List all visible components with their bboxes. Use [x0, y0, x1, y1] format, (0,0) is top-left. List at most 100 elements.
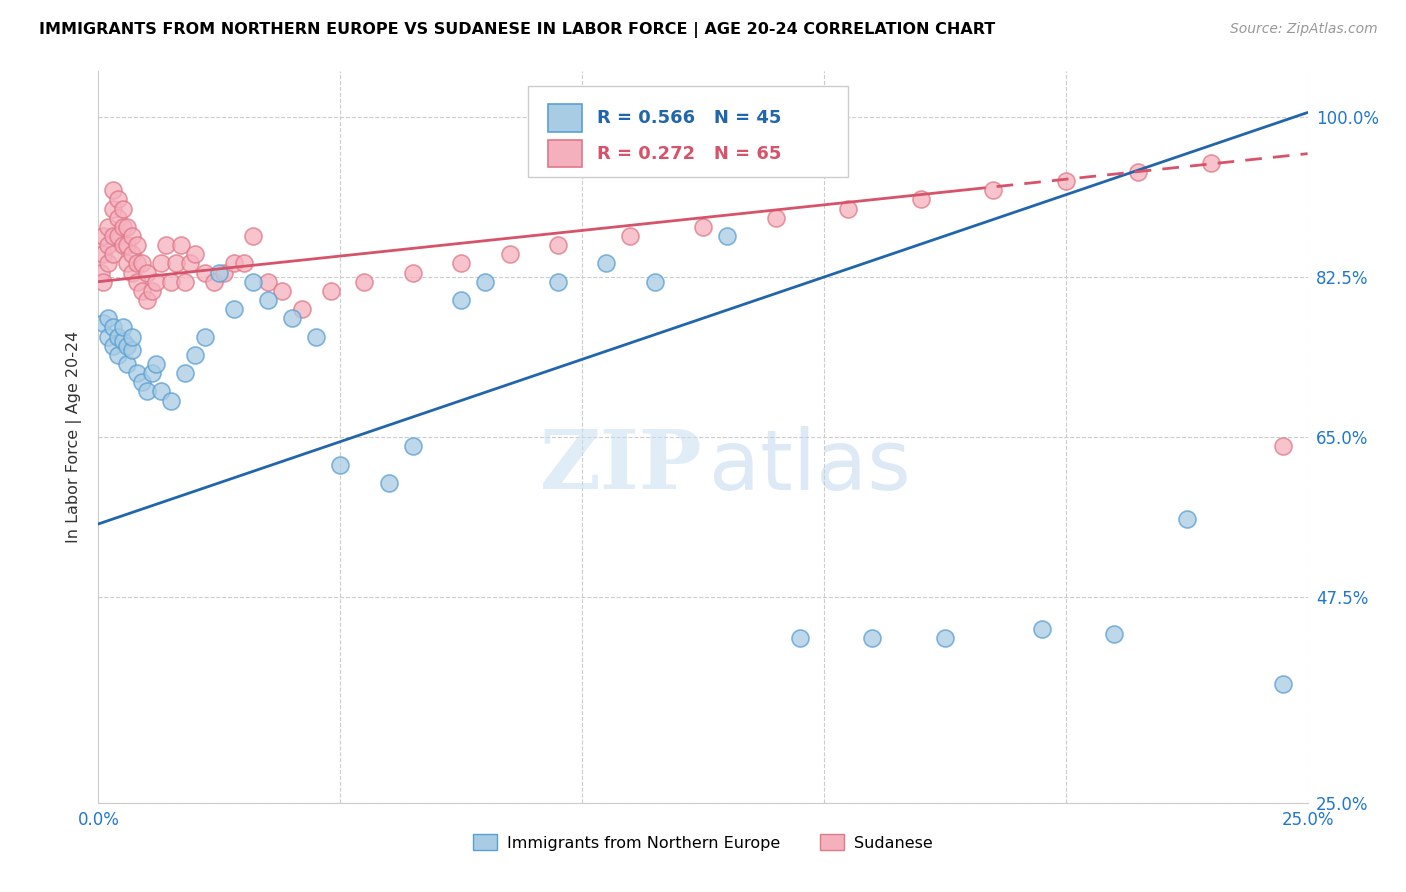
Point [117, 238, 139, 252]
Point [547, 238, 569, 252]
Point [450, 293, 472, 307]
Point [256, 293, 278, 307]
Point [1175, 512, 1198, 526]
Point [281, 311, 304, 326]
Point [150, 384, 173, 399]
Point [91, 228, 114, 243]
Point [160, 393, 183, 408]
Point [117, 256, 139, 270]
Point [169, 238, 191, 252]
Point [111, 320, 134, 334]
Text: R = 0.272   N = 65: R = 0.272 N = 65 [596, 145, 780, 162]
Point [117, 357, 139, 371]
Point [860, 632, 883, 646]
Point [121, 329, 143, 343]
Point [117, 219, 139, 234]
Point [271, 284, 294, 298]
Point [97, 256, 120, 270]
Point [402, 266, 425, 280]
Point [981, 183, 1004, 197]
Point [107, 348, 129, 362]
Point [498, 247, 520, 261]
Point [232, 256, 254, 270]
Point [377, 475, 399, 490]
Point [121, 343, 143, 358]
Point [121, 228, 143, 243]
Point [242, 275, 264, 289]
Point [789, 632, 811, 646]
Point [91, 316, 114, 330]
Point [402, 439, 425, 453]
Point [204, 275, 226, 289]
Point [155, 238, 177, 252]
Point [450, 256, 472, 270]
Point [107, 329, 129, 343]
Bar [548, 104, 582, 132]
Point [910, 192, 932, 206]
Point [353, 275, 375, 289]
Point [1102, 626, 1125, 640]
Text: IMMIGRANTS FROM NORTHERN EUROPE VS SUDANESE IN LABOR FORCE | AGE 20-24 CORRELATI: IMMIGRANTS FROM NORTHERN EUROPE VS SUDAN… [39, 22, 995, 38]
Point [305, 329, 328, 343]
Point [619, 228, 641, 243]
Point [160, 275, 183, 289]
Text: R = 0.566   N = 45: R = 0.566 N = 45 [596, 109, 780, 128]
Point [97, 329, 120, 343]
Point [474, 275, 496, 289]
Point [127, 275, 149, 289]
Point [165, 256, 187, 270]
Point [121, 247, 143, 261]
Point [184, 247, 207, 261]
Point [644, 275, 666, 289]
Point [150, 256, 173, 270]
Point [1031, 622, 1053, 636]
Point [90, 266, 112, 280]
Point [117, 339, 139, 353]
Text: atlas: atlas [709, 425, 911, 507]
Point [194, 329, 217, 343]
Point [1128, 165, 1150, 179]
Point [765, 211, 787, 225]
Point [1272, 439, 1295, 453]
Point [716, 228, 738, 243]
Point [111, 238, 134, 252]
Point [1199, 155, 1222, 169]
Point [101, 183, 124, 197]
Point [135, 293, 157, 307]
Point [97, 238, 120, 252]
Point [101, 339, 124, 353]
Point [101, 228, 124, 243]
Point [111, 219, 134, 234]
Text: Source: ZipAtlas.com: Source: ZipAtlas.com [1230, 22, 1378, 37]
Point [107, 192, 129, 206]
Point [145, 275, 167, 289]
Point [174, 366, 197, 380]
Point [141, 284, 163, 298]
Point [319, 284, 342, 298]
Point [135, 266, 157, 280]
Point [101, 320, 124, 334]
Point [101, 247, 124, 261]
Point [131, 256, 153, 270]
Legend: Immigrants from Northern Europe, Sudanese: Immigrants from Northern Europe, Sudanes… [467, 828, 939, 857]
Point [208, 266, 231, 280]
Point [131, 376, 153, 390]
Point [111, 334, 134, 348]
Point [127, 256, 149, 270]
Point [184, 348, 207, 362]
Point [595, 256, 617, 270]
Point [121, 266, 143, 280]
FancyBboxPatch shape [527, 86, 848, 178]
Point [131, 284, 153, 298]
Point [242, 228, 264, 243]
Text: ZIP: ZIP [540, 426, 703, 507]
Point [1272, 677, 1295, 691]
Point [111, 202, 134, 216]
Bar [548, 140, 582, 168]
Point [194, 266, 217, 280]
Point [256, 275, 278, 289]
Point [101, 202, 124, 216]
Point [290, 301, 312, 317]
Point [692, 219, 714, 234]
Point [837, 202, 859, 216]
